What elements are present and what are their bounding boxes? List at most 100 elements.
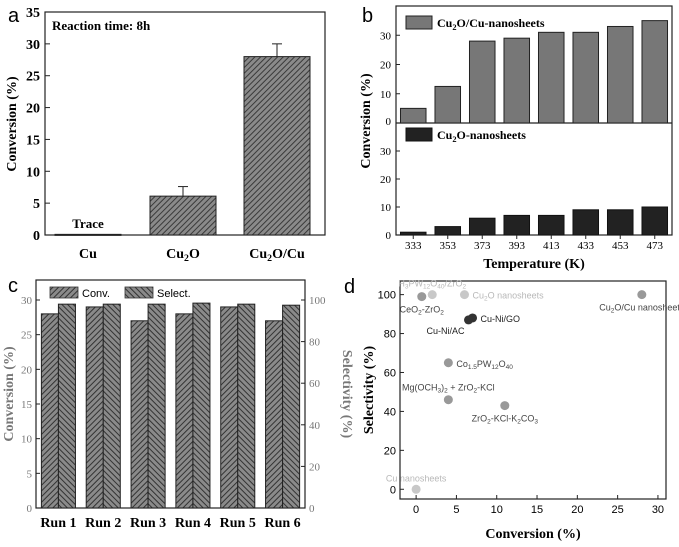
panel-b: b Conversion (%) Temperature (K) 10 20 30 0…	[359, 5, 673, 272]
b-ytick-bottom-label: 0	[386, 230, 392, 242]
c-ytick-label: 5	[27, 468, 33, 480]
d-point-label: Cu2O/Cu nanosheets	[599, 303, 679, 315]
b-xtick-label: 453	[612, 240, 629, 252]
panel-b-xlabels: 333 353 373 393 413 433 453 473	[405, 235, 664, 252]
a-ytick-label: 5	[33, 197, 40, 212]
panel-a-xlabels: Cu Cu2O Cu2O/Cu	[79, 247, 305, 264]
panel-a-ylabel: Conversion (%)	[5, 76, 20, 172]
c-ytick-label: 25	[21, 330, 33, 342]
panel-c-ylabel: Conversion (%)	[2, 346, 17, 442]
panel-b-frame	[395, 5, 673, 236]
d-xtick-label: 10	[491, 504, 503, 516]
a-ytick-label: 0	[33, 229, 40, 244]
d-point	[500, 401, 510, 411]
d-ytick-label: 0	[390, 484, 396, 496]
panel-d-frame	[399, 280, 667, 500]
b-bar-cu2o-cu	[399, 107, 427, 124]
b-xtick-label: 333	[405, 240, 422, 252]
a-ytick-label: 10	[26, 165, 40, 180]
b-bar-cu2o	[641, 206, 669, 236]
panel-c-xlabels: Run 1 Run 2 Run 3 Run 4 Run 5 Run 6	[40, 516, 300, 531]
b-bar-cu2o	[537, 214, 565, 236]
c-bar-conv	[220, 306, 239, 509]
a-ytick-label: 35	[26, 6, 40, 21]
b-bar-cu2o	[468, 217, 496, 236]
b-bar-cu2o-cu	[537, 31, 565, 124]
c-bar-select	[237, 303, 256, 509]
b-ytick-top-label: 20	[380, 60, 392, 72]
c-ytick-label: 10	[21, 434, 33, 446]
panel-a-title: Reaction time: 8h	[52, 18, 151, 33]
panel-b-legends: Cu2O/Cu-nanosheets Cu2O-nanosheets	[405, 15, 545, 144]
panel-a-yticks: 0 5 10 15 20 25 30 35	[26, 6, 50, 244]
b-bar-cu2o-cu	[641, 20, 669, 124]
c-xtick-label: Run 2	[85, 516, 121, 531]
d-point	[637, 290, 647, 300]
c-bar-conv	[265, 320, 284, 509]
panel-d-ylabel: Selectivity (%)	[362, 346, 377, 435]
c-bar-select	[282, 304, 301, 509]
panel-d-points: H3PW12O40/ZrO2 Cu2O nanosheets CeO2-ZrO2 Cu…	[386, 279, 679, 494]
panel-d-xticks: 0 5 10 15 20 25 30	[413, 495, 664, 516]
b-legend-swatch-cu2o-cu	[405, 15, 433, 30]
d-point	[459, 290, 469, 300]
panel-a: a Reaction time: 8h Conversion (%) 0 5 10 1…	[5, 5, 326, 264]
c-y2tick-label: 60	[309, 378, 321, 390]
panel-b-yticks: 10 20 30 0 0 10 20 30	[380, 30, 400, 242]
d-xtick-label: 30	[652, 504, 664, 516]
legend-label-conv: Conv.	[82, 288, 110, 300]
a-ytick-label: 25	[26, 70, 40, 85]
a-ytick-label: 15	[26, 133, 40, 148]
d-point	[427, 290, 437, 300]
b-xtick-label: 413	[543, 240, 560, 252]
c-y2tick-label: 0	[309, 503, 315, 515]
d-xtick-label: 15	[531, 504, 543, 516]
panel-c-bars	[40, 302, 301, 509]
a-xtick-label: Cu2O/Cu	[249, 247, 305, 264]
b-ytick-bottom-label: 30	[380, 146, 392, 158]
legend-swatch-conv	[49, 286, 79, 299]
a-bar	[243, 56, 311, 236]
panel-c-yticks: 0 5 10 15 20 25 30	[21, 295, 40, 515]
b-xtick-label: 473	[647, 240, 664, 252]
c-bar-select	[102, 303, 121, 509]
c-xtick-label: Run 4	[175, 516, 211, 531]
d-ytick-label: 60	[384, 367, 396, 379]
b-bar-cu2o	[606, 209, 634, 236]
b-ytick-top-label: 30	[380, 30, 392, 42]
b-bar-cu2o-cu	[468, 40, 496, 124]
c-bar-conv	[40, 313, 59, 509]
b-bar-cu2o-cu	[606, 25, 634, 124]
d-point-label: Cu-Ni/GO	[481, 314, 521, 324]
c-bar-conv	[175, 313, 194, 509]
c-y2tick-label: 100	[309, 295, 326, 307]
panel-b-ylabel: Conversion (%)	[359, 73, 374, 169]
b-bar-cu2o-cu	[572, 31, 600, 124]
c-bar-select	[147, 303, 166, 509]
a-ytick-label: 30	[26, 38, 40, 53]
d-xtick-label: 20	[571, 504, 583, 516]
b-ytick-bottom-label: 10	[380, 202, 392, 214]
trace-annotation: Trace	[72, 216, 104, 231]
b-ytick-bottom-label: 20	[380, 174, 392, 186]
c-xtick-label: Run 5	[220, 516, 256, 531]
panel-c-y2label: Selectivity (%)	[339, 350, 354, 439]
d-xtick-label: 25	[612, 504, 624, 516]
d-ytick-label: 40	[384, 406, 396, 418]
d-ytick-label: 100	[378, 290, 396, 302]
panel-c-frame	[35, 279, 306, 509]
b-legend-label-cu2o-cu: Cu2O/Cu-nanosheets	[437, 16, 545, 32]
b-xtick-label: 353	[440, 240, 457, 252]
a-bar	[149, 195, 217, 236]
c-bar-conv	[130, 320, 149, 509]
panel-letter-a: a	[8, 5, 20, 27]
legend-label-select: Select.	[157, 288, 191, 300]
d-point-label: ZrO2-KCl-K2CO3	[472, 414, 539, 426]
a-xtick-label: Cu2O	[166, 247, 200, 264]
b-ytick-top-label: 0	[386, 116, 392, 128]
d-point	[443, 395, 453, 405]
d-point-label: Cu nanosheets	[386, 473, 447, 483]
c-bar-select	[57, 303, 76, 509]
c-y2tick-label: 80	[309, 337, 321, 349]
